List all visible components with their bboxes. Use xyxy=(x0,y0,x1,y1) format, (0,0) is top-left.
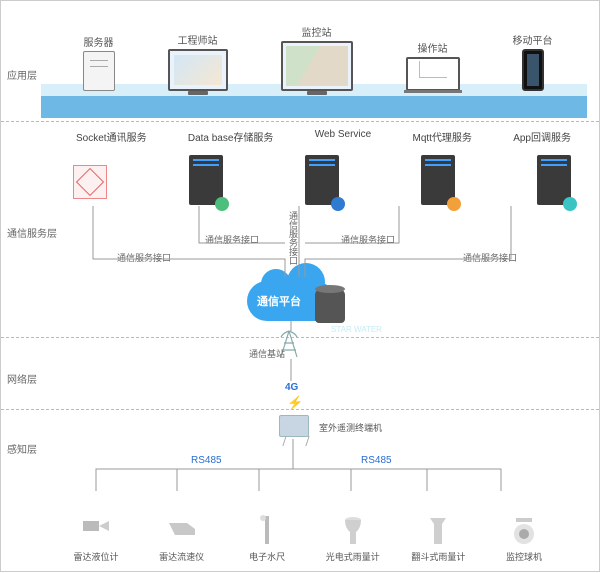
sensor-radar-flow: 雷达流速仪 xyxy=(147,514,217,563)
sensor-tip-rain: 翻斗式雨量计 xyxy=(403,514,473,563)
web-server-icon xyxy=(305,155,339,205)
conn-label-5: 通信服务接口 xyxy=(463,251,517,264)
dome-camera-icon xyxy=(505,514,543,548)
photo-rain-icon xyxy=(334,514,372,548)
mqtt-server-icon xyxy=(421,155,455,205)
radar-flow-icon xyxy=(163,514,201,548)
service-icons xyxy=(73,155,571,205)
sensor-cam: 监控球机 xyxy=(489,514,559,563)
db-server-icon xyxy=(189,155,223,205)
laptop-icon xyxy=(406,57,460,91)
rs485-left: RS485 xyxy=(191,455,222,466)
cloud-title: 通信平台 xyxy=(257,293,301,309)
database-cylinder-icon xyxy=(315,289,345,323)
phone-icon xyxy=(522,49,544,91)
station-server: 服务器 xyxy=(83,34,115,91)
app-stations: 服务器 工程师站 监控站 操作站 移动平台 xyxy=(56,7,579,91)
sensor-e-ruler: 电子水尺 xyxy=(232,514,302,563)
conn-label-3: 通信服务接口 xyxy=(287,211,300,265)
layer-sense-label: 感知层 xyxy=(7,441,37,456)
rtu-label: 室外遥测终端机 xyxy=(319,421,382,434)
rtu-icon xyxy=(279,415,309,437)
app-server-icon xyxy=(537,155,571,205)
monitor-icon xyxy=(168,49,228,91)
station-operator: 操作站 xyxy=(406,40,460,91)
bolt-icon: ⚡ xyxy=(287,395,303,411)
monitor-large-icon xyxy=(281,41,353,91)
server-icon xyxy=(83,51,115,91)
layer-net-label: 网络层 xyxy=(7,371,37,386)
tower-label: 通信基站 xyxy=(249,347,285,360)
platform-base xyxy=(41,96,587,118)
e-ruler-icon xyxy=(248,514,286,548)
service-labels: Socket通讯服务 Data base存储服务 Web Service Mqt… xyxy=(76,129,571,144)
sensor-row: 雷达液位计 雷达流速仪 电子水尺 光电式雨量计 翻斗式雨量计 监控球机 xyxy=(61,514,559,563)
tip-rain-icon xyxy=(419,514,457,548)
conn-label-4: 通信服务接口 xyxy=(341,233,395,246)
conn-label-2: 通信服务接口 xyxy=(205,233,259,246)
station-engineer: 工程师站 xyxy=(168,32,228,91)
station-monitor: 监控站 xyxy=(281,24,353,91)
sensor-photo-rain: 光电式雨量计 xyxy=(318,514,388,563)
socket-icon xyxy=(73,165,107,199)
station-mobile: 移动平台 xyxy=(513,32,553,91)
layer-comm-label: 通信服务层 xyxy=(7,225,57,240)
layer-app-label: 应用层 xyxy=(7,67,37,82)
watermark: STAR WATER xyxy=(331,325,382,334)
signal-4g: 4G xyxy=(285,382,298,393)
radar-level-icon xyxy=(77,514,115,548)
sensor-radar-level: 雷达液位计 xyxy=(61,514,131,563)
rs485-right: RS485 xyxy=(361,455,392,466)
conn-label-1: 通信服务接口 xyxy=(117,251,171,264)
